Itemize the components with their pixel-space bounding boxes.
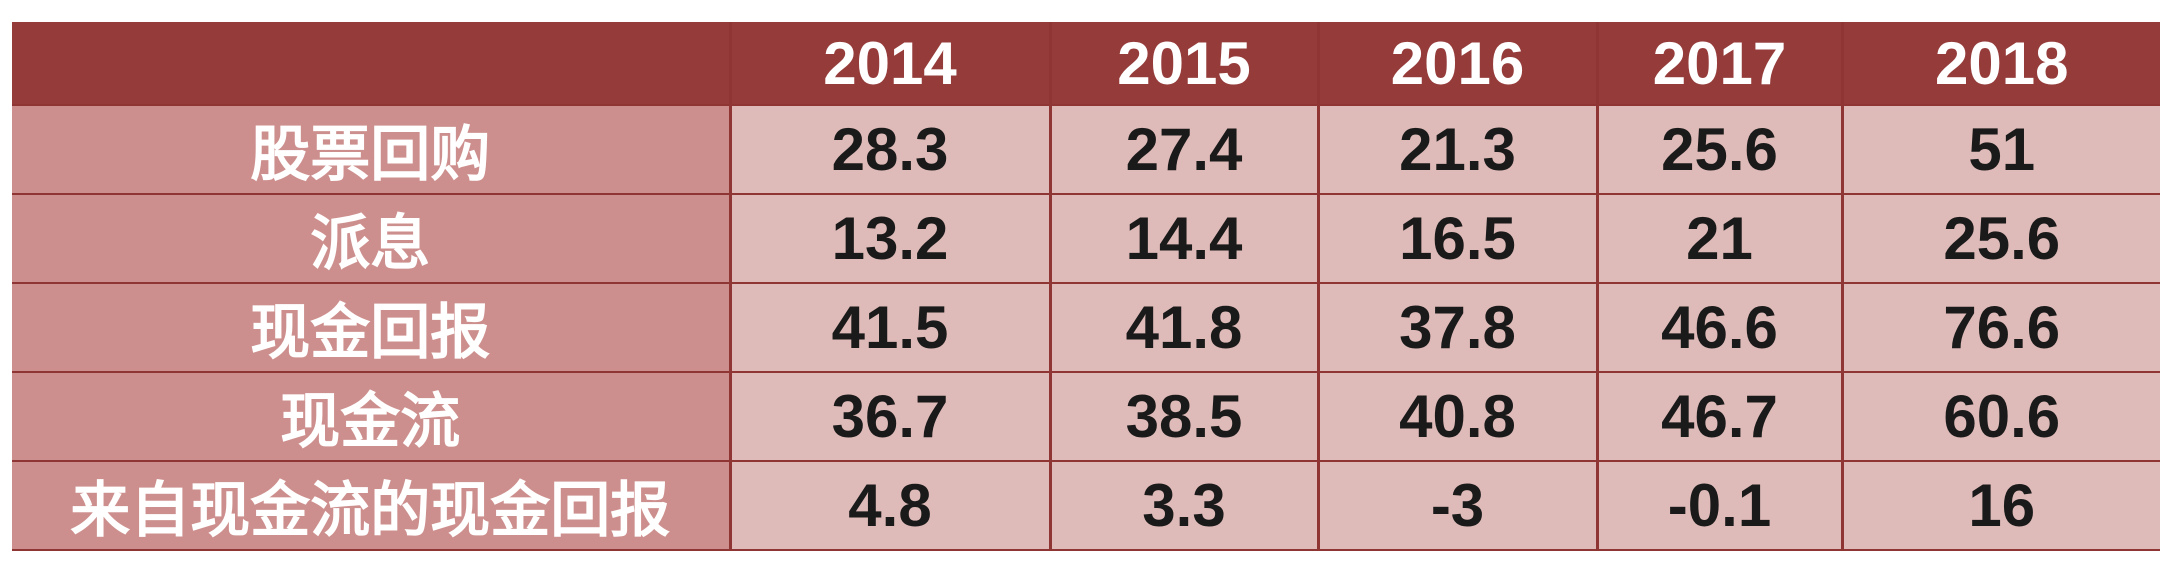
table-row-cash-return: 现金回报 41.5 41.8 37.8 46.6 76.6 xyxy=(12,282,2160,372)
cell-value: 14.4 xyxy=(1048,193,1318,283)
column-header-2014: 2014 xyxy=(728,22,1050,105)
column-header-2017: 2017 xyxy=(1595,22,1842,105)
cell-value: 25.6 xyxy=(1595,104,1842,194)
cell-value: 21.3 xyxy=(1316,104,1597,194)
financial-table: 2014 2015 2016 2017 2018 股票回购 28.3 27.4 … xyxy=(12,22,2160,551)
row-label: 现金流 xyxy=(12,371,730,461)
cell-value: 3.3 xyxy=(1048,460,1318,551)
table-row-buybacks: 股票回购 28.3 27.4 21.3 25.6 51 xyxy=(12,104,2160,194)
column-header-2018: 2018 xyxy=(1840,22,2160,105)
cell-value: 60.6 xyxy=(1840,371,2160,461)
row-label: 现金回报 xyxy=(12,282,730,372)
cell-value: -3 xyxy=(1316,460,1597,551)
cell-value: 28.3 xyxy=(728,104,1050,194)
column-header-2015: 2015 xyxy=(1048,22,1318,105)
table-row-cash-return-from-cash-flow: 来自现金流的现金回报 4.8 3.3 -3 -0.1 16 xyxy=(12,460,2160,551)
row-label: 股票回购 xyxy=(12,104,730,194)
cell-value: 37.8 xyxy=(1316,282,1597,372)
cell-value: 36.7 xyxy=(728,371,1050,461)
cell-value: 51 xyxy=(1840,104,2160,194)
cell-value: 16 xyxy=(1840,460,2160,551)
table-row-cash-flow: 现金流 36.7 38.5 40.8 46.7 60.6 xyxy=(12,371,2160,461)
cell-value: 40.8 xyxy=(1316,371,1597,461)
cell-value: 76.6 xyxy=(1840,282,2160,372)
cell-value: 46.7 xyxy=(1595,371,1842,461)
cell-value: -0.1 xyxy=(1595,460,1842,551)
header-row: 2014 2015 2016 2017 2018 xyxy=(12,22,2160,105)
cell-value: 4.8 xyxy=(728,460,1050,551)
corner-header-cell xyxy=(12,22,730,105)
cell-value: 16.5 xyxy=(1316,193,1597,283)
cell-value: 13.2 xyxy=(728,193,1050,283)
cell-value: 41.8 xyxy=(1048,282,1318,372)
cell-value: 46.6 xyxy=(1595,282,1842,372)
cell-value: 25.6 xyxy=(1840,193,2160,283)
cell-value: 21 xyxy=(1595,193,1842,283)
row-label: 派息 xyxy=(12,193,730,283)
column-header-2016: 2016 xyxy=(1316,22,1597,105)
table-row-dividends: 派息 13.2 14.4 16.5 21 25.6 xyxy=(12,193,2160,283)
cell-value: 41.5 xyxy=(728,282,1050,372)
cell-value: 38.5 xyxy=(1048,371,1318,461)
cell-value: 27.4 xyxy=(1048,104,1318,194)
row-label: 来自现金流的现金回报 xyxy=(12,460,730,551)
